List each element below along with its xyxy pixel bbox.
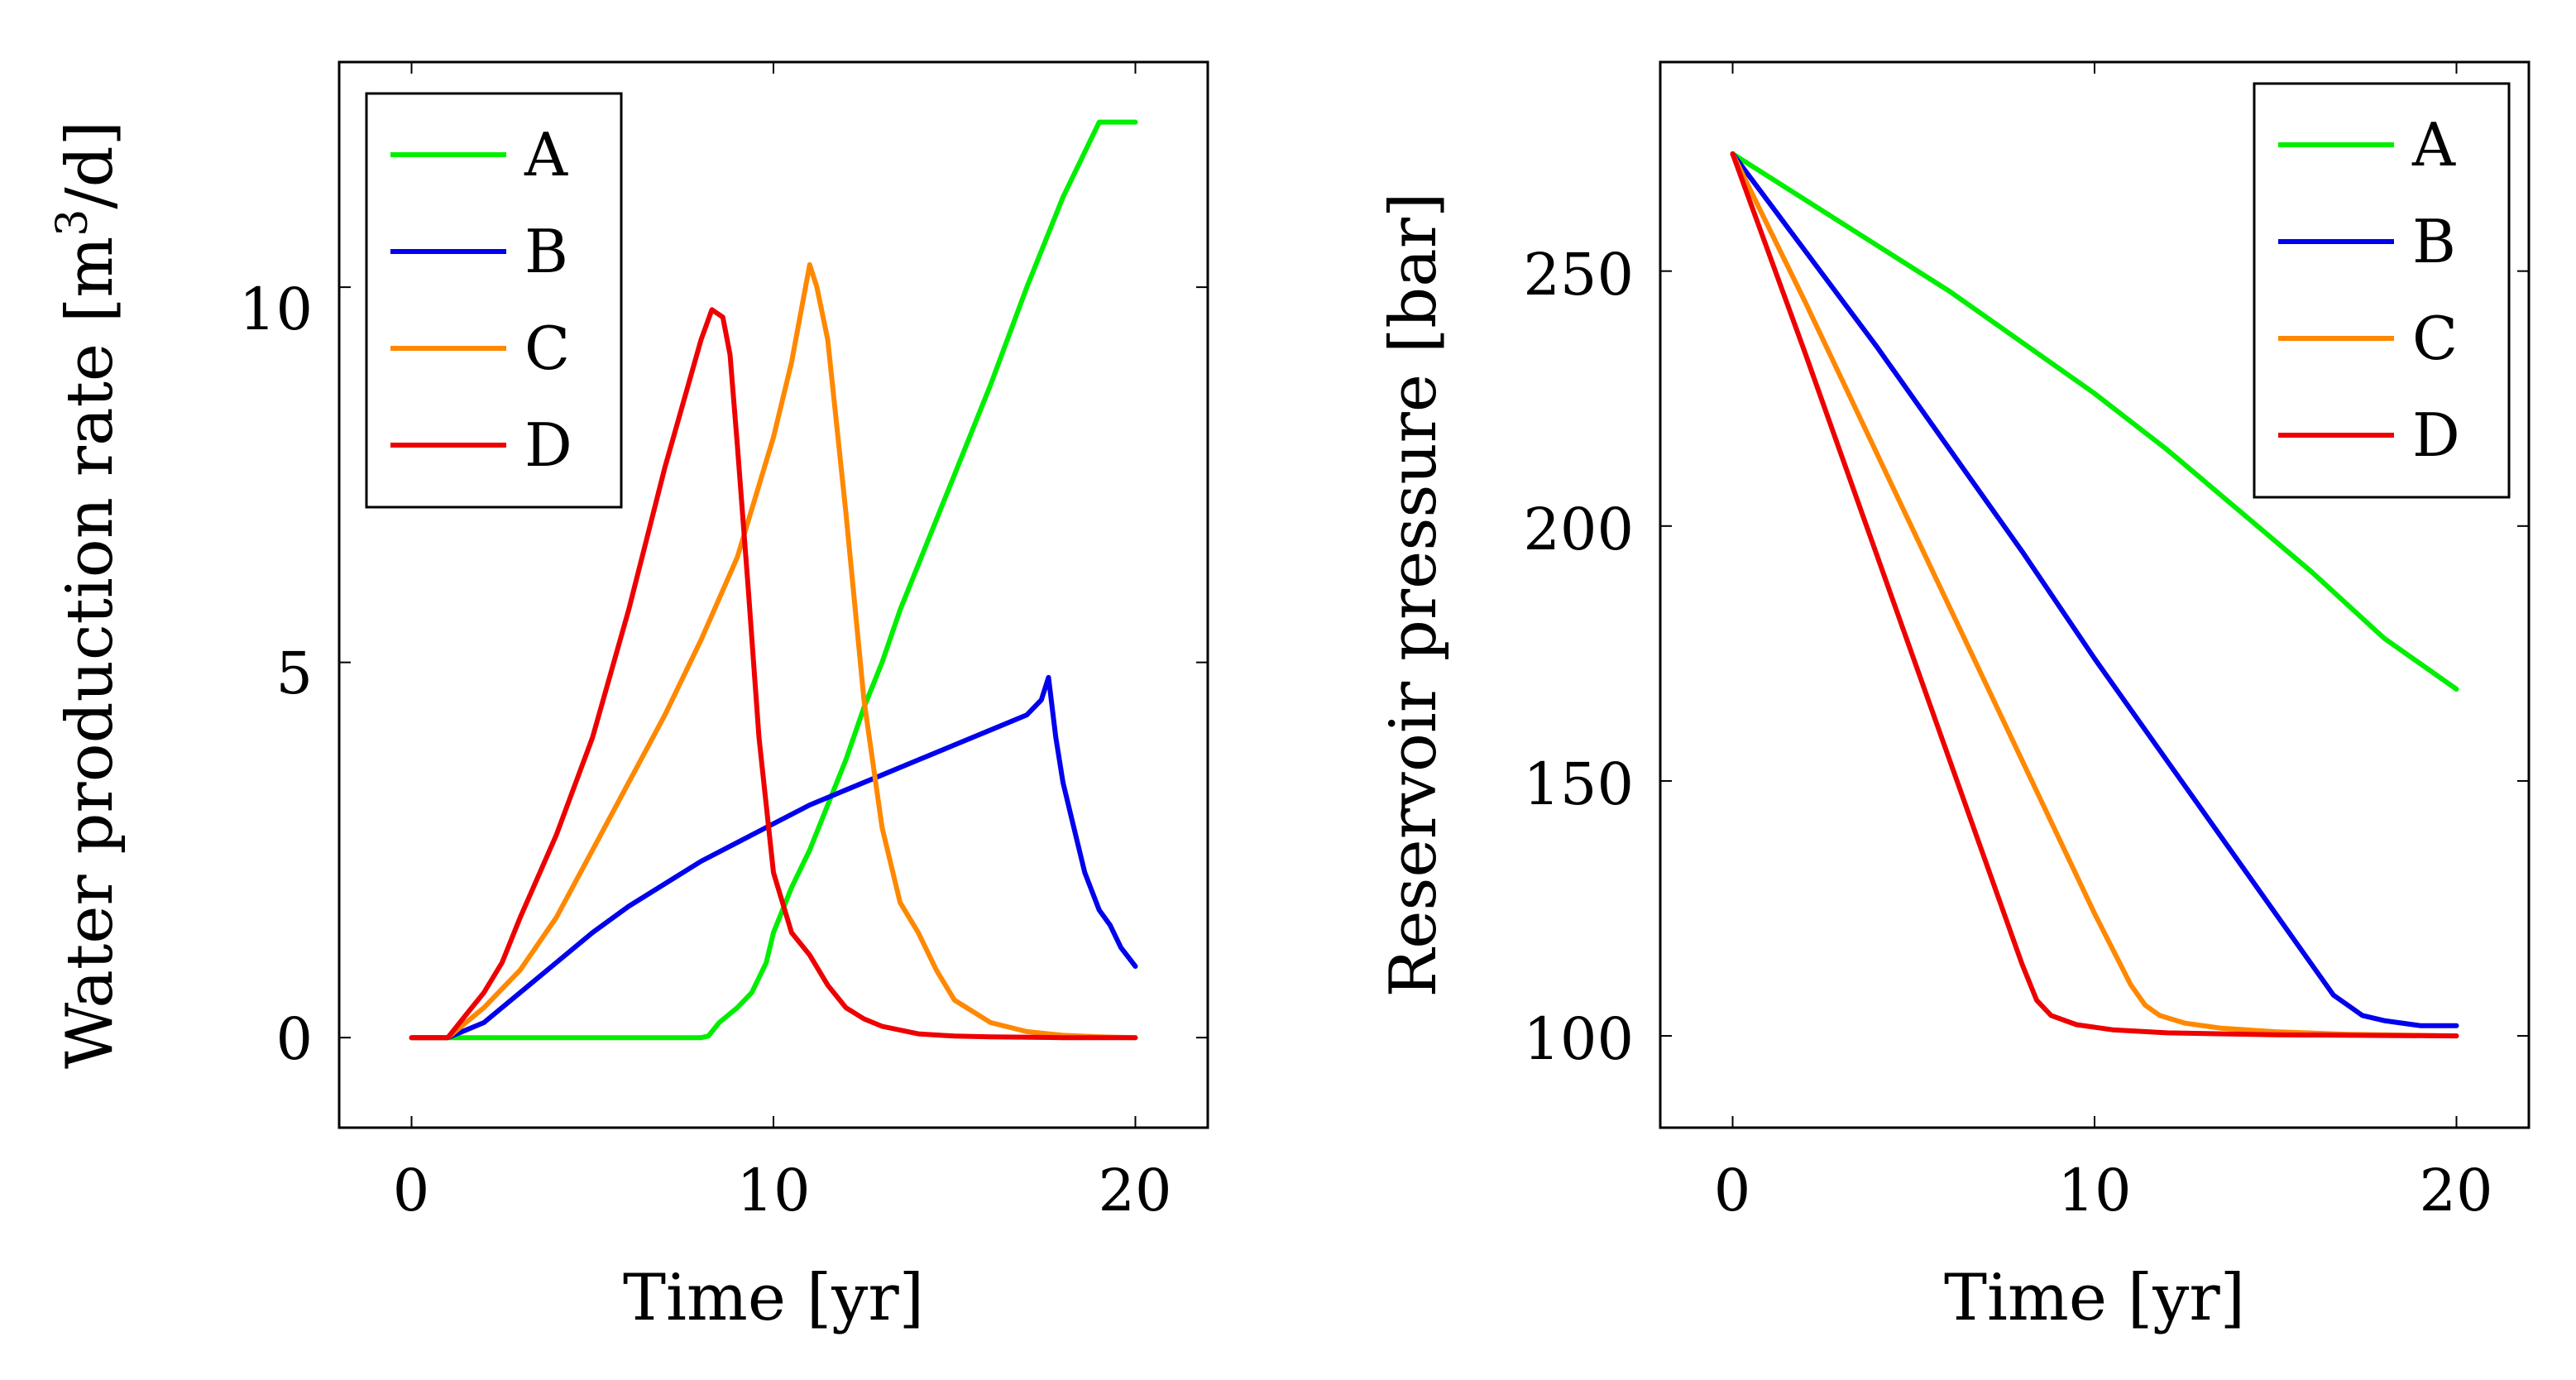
x-tick-label: 0	[1714, 1157, 1751, 1224]
y-axis-label-tail: /d]	[53, 121, 127, 209]
y-tick-label: 10	[239, 276, 313, 343]
y-tick-label: 250	[1523, 241, 1634, 309]
legend-label-d: D	[2412, 400, 2460, 470]
x-tick-label: 20	[2419, 1157, 2492, 1224]
y-tick-label: 5	[275, 640, 313, 707]
legend: A B C D	[365, 92, 623, 509]
legend-label-a: A	[2411, 110, 2456, 180]
y-tick-label: 100	[1523, 1005, 1634, 1073]
legend-box	[365, 92, 623, 509]
legend-label-c: C	[524, 314, 570, 383]
legend-label-a: A	[524, 120, 568, 189]
y-tick-label: 0	[275, 1005, 313, 1073]
y-axis-label: Water production rate [m3/d]	[48, 121, 127, 1069]
x-tick-label: 10	[736, 1157, 810, 1224]
axis-ticks	[339, 62, 1208, 1128]
y-axis-label: Reservoir pressure [bar]	[1377, 193, 1451, 998]
legend-label-b: B	[2412, 207, 2456, 276]
series-group	[409, 119, 1138, 1041]
legend-label-c: C	[2412, 304, 2458, 373]
series-line-b	[1730, 151, 2459, 1028]
y-axis-label-main: Water production rate [m	[53, 237, 127, 1069]
reservoir-pressure-chart: 0 10 20 100 150 200 250 Time [yr] Reserv…	[1377, 60, 2531, 1335]
legend: A B C D	[2253, 82, 2511, 499]
series-line-c	[1730, 151, 2459, 1039]
y-axis-label-superscript: 3	[48, 209, 98, 237]
legend-label-d: D	[524, 410, 572, 480]
water-production-chart: 0 10 20 0 5 10 Time [yr] Water productio…	[48, 60, 1209, 1335]
series-line-d	[409, 307, 1138, 1041]
series-line-b	[409, 674, 1138, 1041]
x-tick-label: 20	[1098, 1157, 1171, 1224]
y-tick-label: 200	[1523, 496, 1634, 563]
axis-ticks	[1660, 62, 2529, 1128]
legend-box	[2253, 82, 2511, 499]
x-axis-label: Time [yr]	[1944, 1261, 2245, 1335]
series-line-c	[409, 261, 1138, 1041]
series-line-d	[1730, 151, 2459, 1039]
x-tick-label: 0	[393, 1157, 430, 1224]
series-line-a	[1730, 151, 2459, 692]
x-tick-label: 10	[2057, 1157, 2131, 1224]
series-group	[1730, 151, 2459, 1039]
x-axis-label: Time [yr]	[623, 1261, 924, 1335]
y-tick-label: 150	[1523, 750, 1634, 818]
legend-label-b: B	[524, 217, 568, 286]
